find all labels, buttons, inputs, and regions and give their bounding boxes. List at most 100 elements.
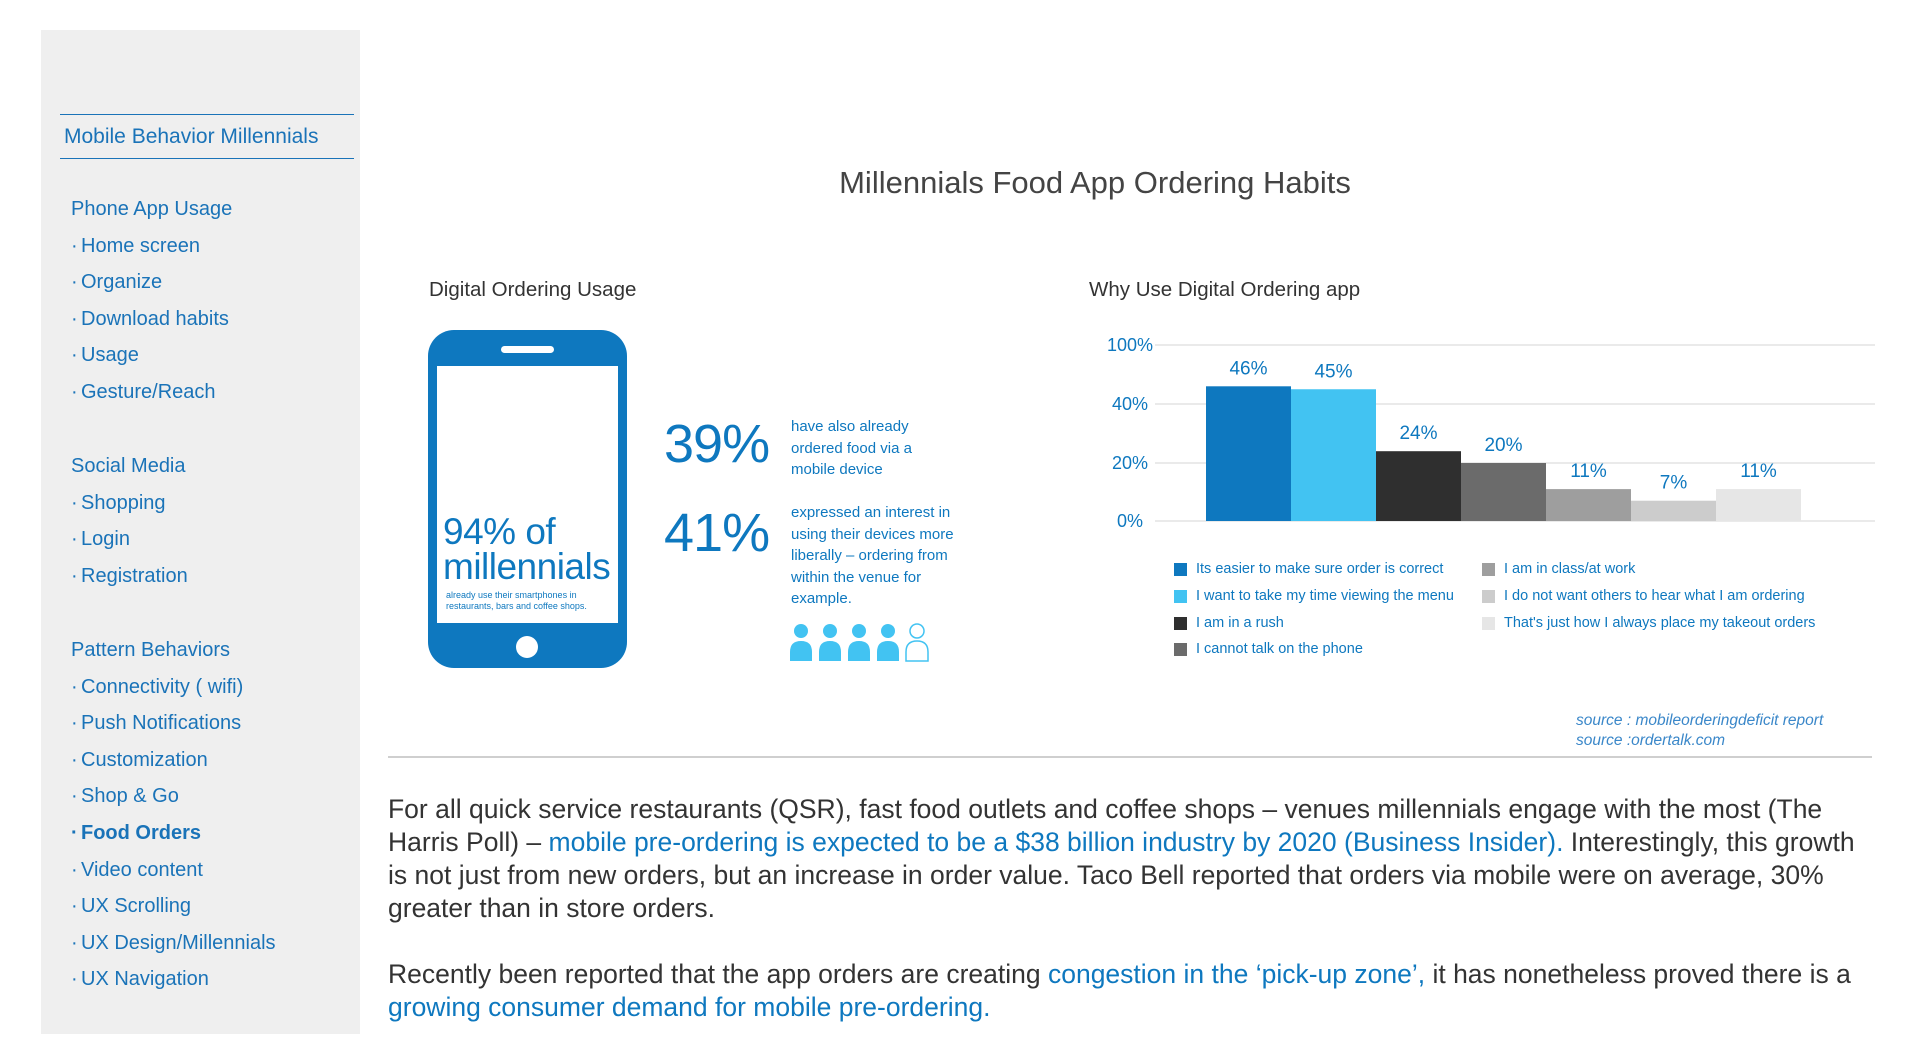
bar-value-label: 24% — [1399, 423, 1437, 444]
phone-small-text: already use their smartphones in restaur… — [446, 590, 587, 611]
legend-item: I am in class/at work — [1482, 561, 1635, 577]
sidebar-item-label: Connectivity ( wifi) — [81, 675, 244, 698]
bullet-icon: · — [71, 712, 78, 735]
sidebar-item[interactable]: · Gesture/Reach — [71, 374, 232, 411]
nav-heading[interactable]: Pattern Behaviors — [71, 639, 230, 661]
digital-ordering-usage-title: Digital Ordering Usage — [429, 278, 637, 301]
legend-item: I want to take my time viewing the menu — [1174, 588, 1454, 604]
bullet-icon: · — [71, 528, 78, 551]
business-insider-link[interactable]: mobile pre-ordering is expected to be a … — [548, 827, 1564, 857]
person-icon — [790, 624, 812, 661]
legend-label: I want to take my time viewing the menu — [1196, 588, 1454, 604]
sidebar-item[interactable]: · Push Notifications — [71, 705, 276, 742]
legend-swatch — [1174, 616, 1187, 630]
bar — [1206, 386, 1291, 521]
legend-label: That's just how I always place my takeou… — [1504, 615, 1816, 631]
stat-39-desc: have also already ordered food via a mob… — [791, 418, 912, 478]
nav-heading[interactable]: Phone App Usage — [71, 198, 233, 220]
sidebar-item-label: Shop & Go — [81, 785, 179, 808]
nav-group: Phone App Usage · Home screen · Organize · Dow… — [71, 191, 232, 411]
bullet-icon: · — [71, 968, 78, 991]
bullet-icon: · — [71, 675, 78, 698]
sidebar-item-label: UX Design/Millennials — [81, 931, 276, 954]
legend-item: Its easier to make sure order is correct — [1174, 561, 1443, 577]
sidebar-item[interactable]: · Download habits — [71, 301, 232, 338]
bullet-icon: · — [71, 344, 78, 367]
stat-39-value: 39% — [664, 414, 770, 474]
sidebar-item[interactable]: · Connectivity ( wifi) — [71, 669, 276, 706]
bullet-icon: · — [71, 785, 78, 808]
y-tick-label: 20% — [1112, 453, 1148, 473]
legend-swatch — [1482, 562, 1495, 576]
sidebar-item[interactable]: · Customization — [71, 742, 276, 779]
person-icon — [819, 624, 841, 661]
sidebar-item[interactable]: · UX Design/Millennials — [71, 925, 276, 962]
phone-speaker — [501, 346, 554, 353]
sidebar-item-label: Gesture/Reach — [81, 380, 216, 403]
legend-label: I am in class/at work — [1504, 561, 1636, 577]
bar — [1546, 489, 1631, 521]
person-icon — [848, 624, 870, 661]
phone-big-stat: 94% of millennials — [443, 511, 611, 587]
sidebar-item[interactable]: · UX Scrolling — [71, 888, 276, 925]
sidebar-item[interactable]: · Video content — [71, 852, 276, 889]
sidebar-item[interactable]: · UX Navigation — [71, 961, 276, 998]
sidebar-item[interactable]: · Login — [71, 521, 188, 558]
y-tick-label: 100% — [1107, 335, 1153, 355]
bar-chart: 100% 40% 20% 0% 46% 45% 24% 20% 11% 7% 11% Its eas… — [1075, 320, 1875, 680]
sidebar-title[interactable]: Mobile Behavior Millennials — [60, 114, 354, 159]
chart-plot: 100% 40% 20% 0% 46% 45% 24% 20% 11% 7% 11% — [1107, 335, 1875, 531]
sidebar-item[interactable]: · Shop & Go — [71, 778, 276, 815]
bar — [1291, 389, 1376, 521]
paragraph-1-text-a: For all quick service restaurants (QSR),… — [388, 794, 1823, 857]
legend-swatch — [1482, 616, 1495, 630]
bullet-icon: · — [71, 748, 78, 771]
divider — [388, 756, 1872, 758]
bullet-icon: · — [71, 491, 78, 514]
legend-swatch — [1482, 589, 1495, 603]
sidebar-item-label: Video content — [81, 858, 203, 881]
sidebar-item-label: Push Notifications — [81, 712, 242, 735]
bullet-icon: · — [71, 234, 78, 257]
bullet-icon: · — [71, 895, 78, 918]
sidebar-item-label: Registration — [81, 564, 188, 587]
sidebar-item-label: UX Scrolling — [81, 895, 192, 918]
consumer-demand-link[interactable]: growing consumer demand for mobile pre-o… — [388, 992, 991, 1022]
sidebar-item-label: UX Navigation — [81, 968, 209, 991]
legend-label: I cannot talk on the phone — [1196, 641, 1363, 657]
bullet-icon: · — [71, 380, 78, 403]
person-icon — [877, 624, 899, 661]
bar-value-label: 7% — [1660, 473, 1688, 494]
sidebar-item[interactable]: · Food Orders — [71, 815, 276, 852]
sidebar-nav: Mobile Behavior Millennials Phone App Us… — [41, 30, 360, 1034]
paragraph-2-text-b: it has nonetheless proved there is a — [1425, 959, 1851, 989]
stat-41-desc: expressed an interest in using their dev… — [791, 504, 954, 607]
legend-swatch — [1174, 562, 1187, 576]
people-icons — [790, 623, 929, 662]
legend-item: I do not want others to hear what I am o… — [1482, 588, 1805, 604]
paragraph-1: For all quick service restaurants (QSR),… — [388, 793, 1868, 925]
sidebar-item-label: Home screen — [81, 234, 200, 257]
sidebar-item[interactable]: · Organize — [71, 264, 232, 301]
bullet-icon: · — [71, 271, 78, 294]
paragraph-2: Recently been reported that the app orde… — [388, 958, 1868, 1024]
legend-item: I cannot talk on the phone — [1174, 641, 1363, 657]
sidebar-item[interactable]: · Usage — [71, 337, 232, 374]
legend-label: I am in a rush — [1196, 615, 1284, 631]
pickup-zone-link[interactable]: congestion in the ‘pick-up zone’, — [1047, 959, 1426, 989]
legend-label: Its easier to make sure order is correct — [1196, 561, 1444, 577]
bar-value-label: 20% — [1484, 435, 1522, 456]
sidebar-item[interactable]: · Home screen — [71, 228, 232, 265]
phone-screen: 94% of millennials already use their sma… — [437, 366, 618, 623]
sidebar-item[interactable]: · Shopping — [71, 485, 188, 522]
sidebar-item-label: Organize — [81, 271, 163, 294]
sidebar-item-label: Food Orders — [81, 821, 202, 844]
legend-swatch — [1174, 589, 1187, 603]
legend-swatch — [1174, 642, 1187, 656]
nav-heading[interactable]: Social Media — [71, 455, 186, 477]
y-tick-label: 40% — [1112, 394, 1148, 414]
stat-41-value: 41% — [664, 503, 770, 563]
bar-value-label: 11% — [1570, 461, 1607, 482]
nav-group: Social Media · Shopping · Login · Registration — [71, 448, 188, 594]
sidebar-item[interactable]: · Registration — [71, 558, 188, 595]
